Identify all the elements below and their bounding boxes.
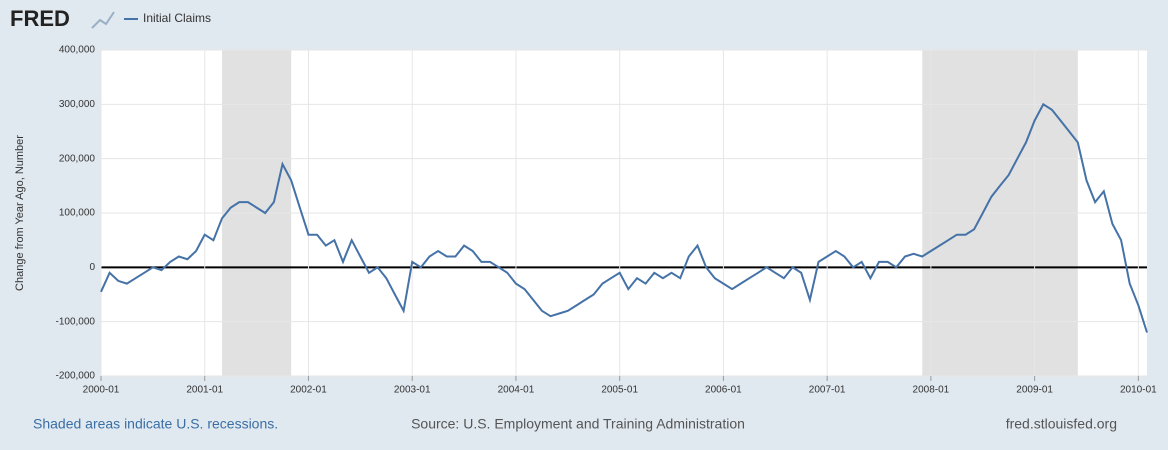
- data-line: [100, 102, 1148, 333]
- x-tick-label: 2008-01: [913, 385, 950, 396]
- y-axis-label: Change from Year Ago, Number: [14, 135, 26, 291]
- logo-icon: [91, 11, 115, 29]
- y-tick-label: -200,000: [56, 371, 96, 382]
- y-tick-label: 0: [89, 262, 95, 273]
- y-tick-label: -100,000: [56, 316, 96, 327]
- legend-label: Initial Claims: [143, 11, 211, 25]
- x-tick-label: 2007-01: [809, 385, 846, 396]
- y-tick-label: 100,000: [59, 208, 96, 219]
- brand-logo: FRED: [10, 6, 70, 31]
- x-tick-label: 2001-01: [186, 385, 223, 396]
- x-tick-label: 2004-01: [498, 385, 535, 396]
- x-tick-label: 2002-01: [290, 385, 327, 396]
- x-tick-label: 2006-01: [705, 385, 742, 396]
- y-tick-label: 200,000: [59, 153, 96, 164]
- x-tick-label: 2000-01: [83, 385, 120, 396]
- x-tick-label: 2003-01: [394, 385, 431, 396]
- x-tick-label: 2009-01: [1016, 385, 1053, 396]
- x-tick-label: 2005-01: [601, 385, 638, 396]
- x-tick-label: 2010-01: [1120, 385, 1157, 396]
- recession-note[interactable]: Shaded areas indicate U.S. recessions.: [33, 416, 278, 432]
- site[interactable]: fred.stlouisfed.org: [1006, 416, 1117, 432]
- y-tick-label: 400,000: [59, 45, 96, 56]
- y-tick-label: 300,000: [59, 99, 96, 110]
- source: Source: U.S. Employment and Training Adm…: [411, 416, 745, 432]
